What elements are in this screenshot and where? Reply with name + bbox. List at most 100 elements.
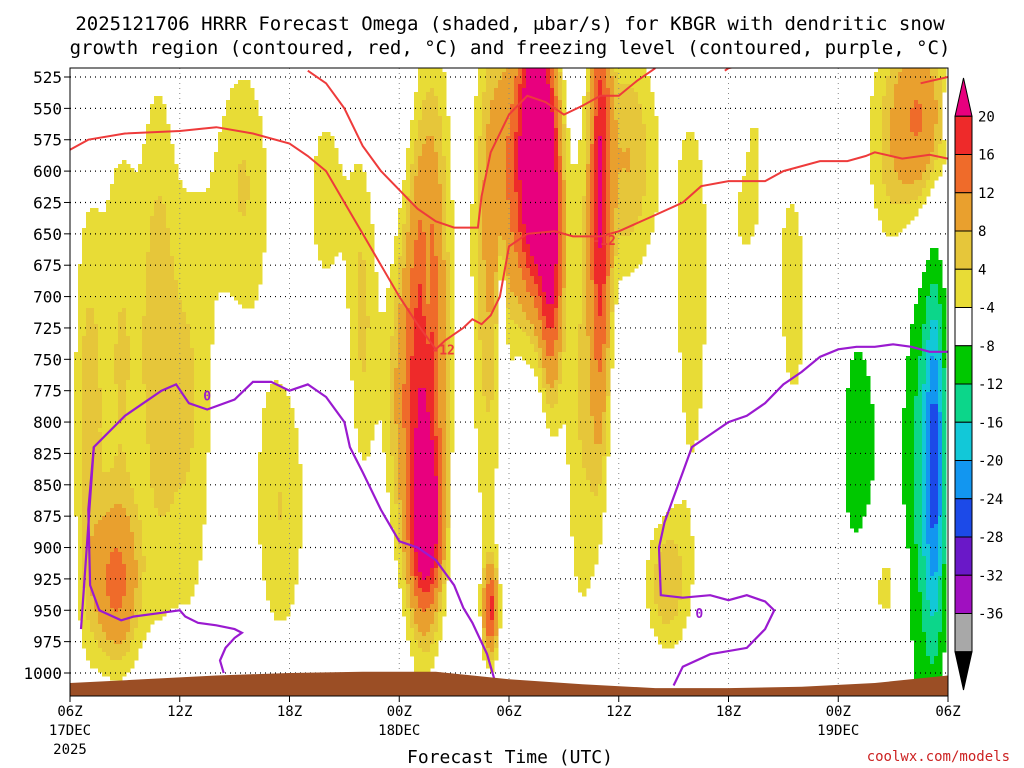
omega-cell	[434, 336, 439, 341]
omega-cell	[598, 312, 603, 317]
omega-cell	[558, 116, 563, 121]
omega-cell	[890, 128, 911, 133]
omega-cell	[478, 228, 483, 233]
omega-cell	[586, 148, 591, 153]
omega-cell	[78, 284, 147, 289]
omega-cell	[410, 644, 419, 649]
omega-cell	[314, 192, 371, 197]
omega-cell	[906, 384, 919, 389]
omega-cell	[350, 348, 359, 353]
omega-cell	[474, 336, 479, 341]
omega-cell	[398, 280, 403, 285]
omega-cell	[122, 656, 139, 661]
omega-cell	[506, 312, 511, 317]
omega-cell	[942, 352, 947, 357]
omega-cell	[606, 328, 611, 333]
omega-cell	[922, 336, 931, 341]
omega-cell	[586, 300, 595, 305]
omega-cell	[494, 592, 499, 597]
colorbar-label: 20	[978, 109, 995, 125]
omega-cell	[534, 256, 559, 261]
omega-cell	[558, 216, 563, 221]
omega-cell	[250, 180, 267, 185]
omega-cell	[918, 300, 927, 305]
omega-cell	[522, 180, 559, 185]
omega-cell	[930, 488, 939, 493]
omega-cell	[534, 296, 543, 301]
omega-cell	[474, 300, 479, 305]
omega-cell	[846, 424, 875, 429]
omega-cell	[494, 348, 499, 353]
omega-cell	[134, 536, 143, 541]
omega-cell	[118, 164, 131, 169]
omega-cell	[250, 188, 267, 193]
omega-cell	[886, 92, 895, 97]
omega-cell	[74, 416, 83, 421]
omega-cell	[442, 432, 447, 437]
omega-cell	[114, 368, 131, 373]
omega-cell	[446, 156, 451, 161]
omega-cell	[590, 172, 595, 177]
omega-cell	[574, 540, 603, 545]
omega-cell	[930, 440, 939, 445]
omega-cell	[514, 96, 519, 101]
omega-cell	[654, 600, 679, 605]
omega-cell	[782, 236, 803, 241]
omega-cell	[414, 184, 443, 189]
omega-cell	[118, 408, 127, 413]
omega-cell	[126, 512, 139, 517]
omega-cell	[174, 264, 263, 269]
omega-cell	[394, 544, 399, 549]
omega-cell	[78, 564, 83, 569]
omega-cell	[138, 624, 151, 629]
omega-cell	[406, 348, 415, 353]
omega-cell	[146, 132, 171, 137]
omega-cell	[482, 108, 491, 113]
omega-cell	[414, 560, 419, 565]
omega-cell	[578, 412, 591, 417]
omega-cell	[430, 280, 439, 285]
omega-cell	[170, 236, 267, 241]
omega-cell	[282, 500, 303, 505]
omega-cell	[614, 228, 635, 233]
omega-cell	[474, 380, 483, 385]
omega-cell	[442, 184, 447, 189]
omega-cell	[610, 212, 615, 217]
omega-cell	[494, 584, 499, 589]
omega-cell	[426, 288, 431, 293]
omega-cell	[398, 428, 407, 433]
omega-cell	[118, 324, 127, 329]
omega-cell	[90, 584, 107, 589]
omega-cell	[882, 104, 895, 109]
omega-cell	[350, 336, 359, 341]
omega-cell	[142, 608, 171, 613]
omega-cell	[410, 300, 419, 305]
omega-cell	[606, 440, 611, 445]
omega-cell	[590, 180, 595, 185]
omega-cell	[494, 628, 499, 633]
omega-cell	[438, 552, 443, 557]
omega-cell	[590, 72, 595, 77]
omega-cell	[782, 268, 803, 273]
omega-cell	[930, 520, 939, 525]
omega-cell	[558, 316, 563, 321]
omega-cell	[562, 164, 567, 169]
omega-cell	[474, 356, 483, 361]
omega-cell	[562, 352, 579, 357]
omega-cell	[82, 480, 131, 485]
omega-cell	[654, 632, 683, 637]
omega-cell	[474, 408, 487, 413]
omega-cell	[154, 204, 167, 209]
colorbar-label: 12	[978, 186, 995, 202]
freeze-left	[79, 380, 498, 686]
omega-cell	[506, 172, 515, 177]
omega-cell	[546, 392, 559, 397]
omega-cell	[442, 212, 447, 217]
omega-cell	[926, 488, 931, 493]
omega-cell	[406, 592, 411, 597]
omega-cell	[526, 80, 547, 85]
omega-cell	[558, 184, 563, 189]
omega-cell	[930, 516, 939, 521]
omega-cell	[506, 324, 519, 329]
omega-cell	[886, 188, 923, 193]
